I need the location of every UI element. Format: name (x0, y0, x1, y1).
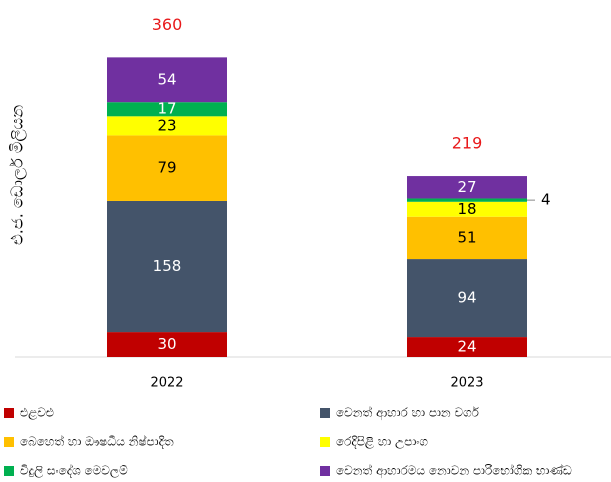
bar-segment (407, 176, 527, 199)
legend-label: එළවළු (20, 406, 54, 421)
data-label: 51 (457, 228, 476, 246)
y-axis-label: එ.ජ. ඩොලර් මිලියන (8, 105, 28, 245)
data-label: 24 (457, 338, 476, 356)
bar-segment (107, 135, 227, 201)
x-tick-label: 2023 (450, 376, 483, 391)
bar-segment (107, 332, 227, 357)
data-label: 27 (457, 178, 476, 196)
bar-segment (107, 116, 227, 136)
data-label: 94 (457, 289, 476, 307)
bar-segment (107, 200, 227, 333)
total-label: 360 (152, 15, 183, 34)
data-label: 54 (157, 70, 176, 88)
legend-label: බෙහෙත් හා ඖෂධීය නිෂ්පාදිත (20, 434, 174, 448)
data-label: 17 (157, 100, 176, 118)
legend-label: විදුලි සංදේශ මෙවලම් (20, 463, 128, 478)
x-tick-label: 2022 (150, 376, 183, 391)
data-label: 4 (541, 191, 551, 209)
legend-swatch (320, 466, 330, 476)
bar-segment (407, 216, 527, 260)
legend-swatch (4, 466, 14, 476)
bar-segment (407, 259, 527, 338)
bar-segment (407, 337, 527, 357)
bar-segment (407, 198, 527, 202)
legend-swatch (4, 408, 14, 418)
legend-swatch (320, 437, 330, 447)
data-label: 158 (153, 257, 182, 275)
legend-swatch (320, 408, 330, 418)
bar-segment (407, 201, 527, 217)
legend-label: වෙනත් ආහාර හා පාන වර්ග (336, 405, 480, 420)
data-label: 18 (457, 200, 476, 218)
legend-label: වෙනත් ආහාරමය නොවන පාරිභෝගික භාණ්ඩ (336, 463, 572, 478)
bar-segment (107, 57, 227, 103)
legend-swatch (4, 437, 14, 447)
legend-label: රෙදිපිළි හා උපාංග (336, 435, 428, 450)
bar-segment (107, 102, 227, 117)
data-label: 79 (157, 159, 176, 177)
data-label: 23 (157, 116, 176, 134)
data-label: 30 (157, 335, 176, 353)
total-label: 219 (452, 134, 483, 153)
